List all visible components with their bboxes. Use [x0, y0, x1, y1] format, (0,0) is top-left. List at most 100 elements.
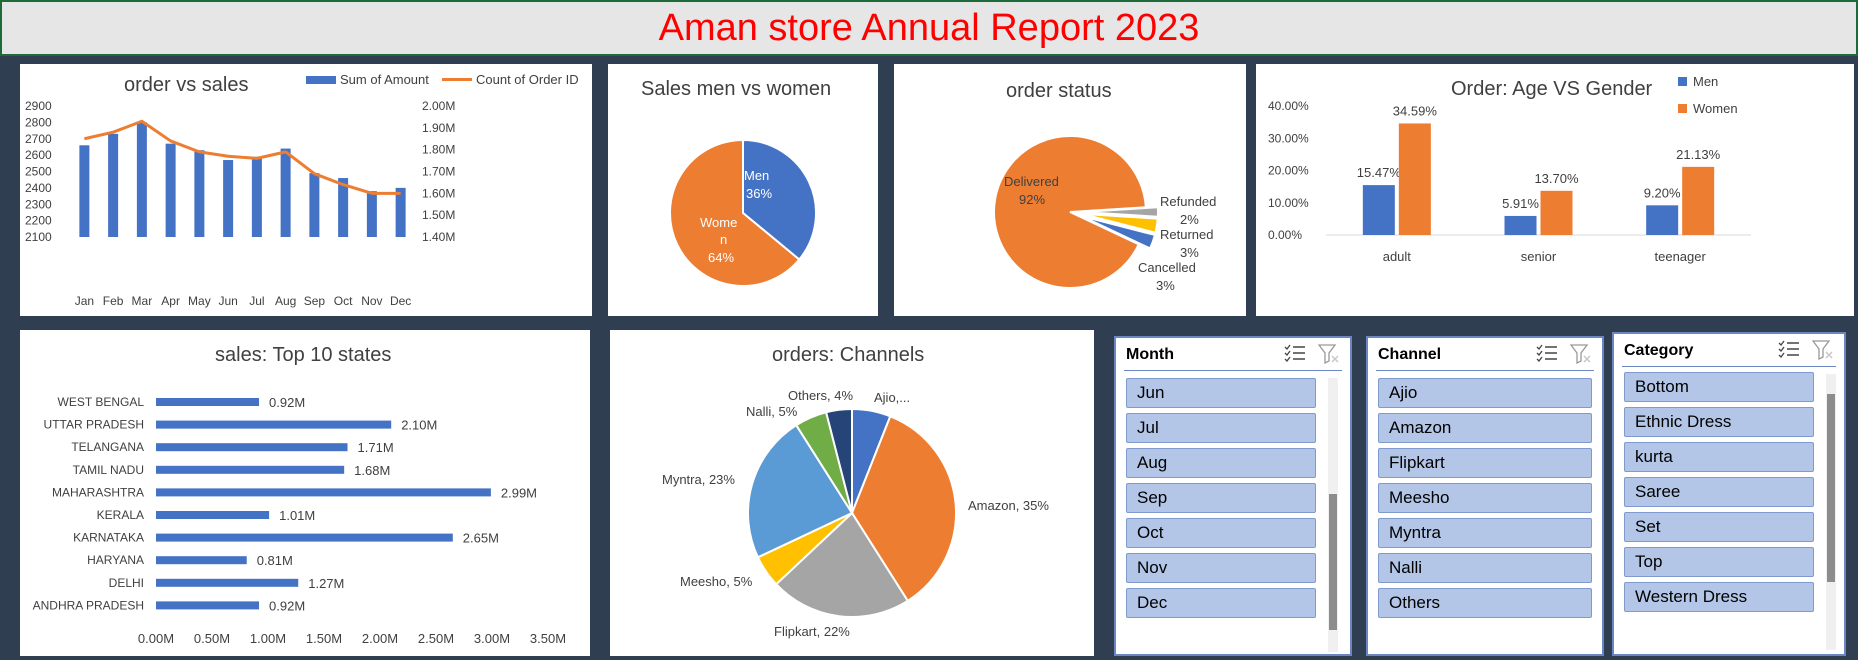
- month-slicer[interactable]: Month Jun Jul Aug Sep Oct Nov Dec: [1114, 336, 1352, 656]
- x-tick-label: Oct: [334, 294, 353, 308]
- slicer-item[interactable]: Top: [1624, 547, 1814, 577]
- slicer-item[interactable]: Nalli: [1378, 553, 1592, 583]
- x-tick-label: Jun: [218, 294, 237, 308]
- clear-filter-icon[interactable]: [1318, 344, 1340, 364]
- scrollbar-thumb[interactable]: [1827, 394, 1835, 582]
- slicer-item[interactable]: Sep: [1126, 483, 1316, 513]
- y-tick-label: HARYANA: [87, 553, 144, 567]
- channels-pie: [747, 407, 957, 618]
- pie-slice-women: [669, 138, 801, 287]
- slicer-item[interactable]: Saree: [1624, 477, 1814, 507]
- x-tick-label: 3.00M: [474, 631, 510, 646]
- series-line: [84, 119, 401, 195]
- age-gender-chart[interactable]: Order: Age VS Gender Men Women 40.00% 30.…: [1256, 64, 1854, 316]
- slice-label-meesho: Meesho, 5%: [680, 574, 753, 589]
- data-label: 1.68M: [354, 463, 390, 478]
- slicer-item[interactable]: Meesho: [1378, 483, 1592, 513]
- bar: [338, 178, 349, 237]
- order-status-pie: [993, 135, 1159, 289]
- bar: [108, 133, 119, 237]
- order-vs-sales-chart[interactable]: order vs sales Sum of Amount Count of Or…: [20, 64, 592, 316]
- data-label: 2.10M: [401, 418, 437, 433]
- bar-men: [1646, 205, 1679, 235]
- multi-select-icon[interactable]: [1284, 344, 1306, 362]
- x-tick-label: 0.50M: [194, 631, 230, 646]
- clear-filter-icon[interactable]: [1570, 344, 1592, 364]
- top-states-chart[interactable]: sales: Top 10 states WEST BENGAL 0.92M UTT…: [20, 330, 590, 656]
- bar: [136, 122, 147, 237]
- clear-filter-icon[interactable]: [1812, 340, 1834, 360]
- slicer-item[interactable]: Ajio: [1378, 378, 1592, 408]
- y-tick-label: WEST BENGAL: [58, 395, 145, 409]
- x-tick-label: 3.50M: [530, 631, 566, 646]
- scrollbar-thumb[interactable]: [1329, 494, 1337, 630]
- legend-orders: Count of Order ID: [442, 72, 579, 87]
- slice-label-ajio: Ajio,...: [874, 390, 911, 405]
- slicer-item[interactable]: Amazon: [1378, 413, 1592, 443]
- slicer-item[interactable]: Myntra: [1378, 518, 1592, 548]
- slicer-scrollbar[interactable]: [1328, 378, 1338, 652]
- bar-women: [1540, 190, 1573, 235]
- slicer-item[interactable]: Jul: [1126, 413, 1316, 443]
- order-status-chart[interactable]: order status Delivered 92% Refunded 2% R…: [894, 64, 1246, 316]
- slicer-item[interactable]: Flipkart: [1378, 448, 1592, 478]
- multi-select-icon[interactable]: [1536, 344, 1558, 362]
- slicer-header: Month: [1126, 346, 1174, 363]
- men-pct-label: 36%: [746, 186, 773, 201]
- x-tick-label: Jan: [75, 294, 94, 308]
- slicer-item[interactable]: Bottom: [1624, 372, 1814, 402]
- slicer-item[interactable]: Aug: [1126, 448, 1316, 478]
- data-label: 1.27M: [308, 576, 344, 591]
- data-label: 21.13%: [1676, 147, 1721, 162]
- order-vs-sales-plot: 2900 2800 2700 2600 2500 2400 2300 2200 2100 2.00…: [25, 99, 455, 308]
- y2-tick-label: 1.40M: [422, 230, 455, 244]
- pie-slice-returned: [1081, 212, 1159, 234]
- men-label: Men: [744, 168, 770, 183]
- sales-gender-chart[interactable]: Sales men vs women Men 36% Wome n 64%: [608, 64, 878, 316]
- y-tick-label: 2700: [25, 132, 52, 146]
- report-title-bar: Aman store Annual Report 2023: [0, 0, 1858, 56]
- data-label: 2.65M: [463, 531, 499, 546]
- x-tick-label: 2.00M: [362, 631, 398, 646]
- channels-chart[interactable]: orders: Channels Ajio,... Amazon, 35% Fl…: [610, 330, 1094, 656]
- slicer-item[interactable]: kurta: [1624, 442, 1814, 472]
- slicer-item[interactable]: Ethnic Dress: [1624, 407, 1814, 437]
- slicer-item[interactable]: Nov: [1126, 553, 1316, 583]
- slicer-header: Category: [1624, 342, 1694, 359]
- pie-slice-flipkart: [774, 511, 910, 618]
- bar: [156, 533, 453, 542]
- cancelled-pct-label: 3%: [1156, 278, 1175, 293]
- channel-slicer[interactable]: Channel Ajio Amazon Flipkart Meesho Mynt…: [1366, 336, 1604, 656]
- slicer-item[interactable]: Others: [1378, 588, 1592, 618]
- bar-women: [1682, 166, 1715, 235]
- slicer-scrollbar[interactable]: [1826, 374, 1836, 650]
- legend-label: Count of Order ID: [476, 72, 579, 87]
- x-tick-label: 1.50M: [306, 631, 342, 646]
- y-tick-label: UTTAR PRADESH: [44, 418, 144, 432]
- x-tick-label: Sep: [304, 294, 326, 308]
- bar: [165, 143, 176, 237]
- category-slicer[interactable]: Category Bottom Ethnic Dress kurta Saree…: [1612, 332, 1846, 656]
- x-tick-label: adult: [1383, 249, 1412, 264]
- bar: [156, 511, 270, 519]
- slicer-divider: [1124, 370, 1342, 371]
- bar: [156, 578, 299, 587]
- multi-select-icon[interactable]: [1778, 340, 1800, 358]
- slice-label-myntra: Myntra, 23%: [662, 472, 735, 487]
- bar: [156, 488, 491, 497]
- slicer-item[interactable]: Western Dress: [1624, 582, 1814, 612]
- x-tick-label: May: [188, 294, 211, 308]
- data-label: 15.47%: [1357, 165, 1402, 180]
- data-label: 1.71M: [358, 440, 394, 455]
- slicer-item[interactable]: Oct: [1126, 518, 1316, 548]
- slicer-item[interactable]: Jun: [1126, 378, 1316, 408]
- y-tick-label: 0.00%: [1268, 228, 1302, 242]
- y-tick-label: KERALA: [97, 508, 144, 522]
- x-tick-label: 1.00M: [250, 631, 286, 646]
- legend-amount: Sum of Amount: [306, 72, 429, 87]
- x-tick-label: Mar: [132, 294, 153, 308]
- y2-tick-label: 1.50M: [422, 208, 455, 222]
- pie-slice-cancelled: [1080, 215, 1157, 250]
- slicer-item[interactable]: Dec: [1126, 588, 1316, 618]
- slicer-item[interactable]: Set: [1624, 512, 1814, 542]
